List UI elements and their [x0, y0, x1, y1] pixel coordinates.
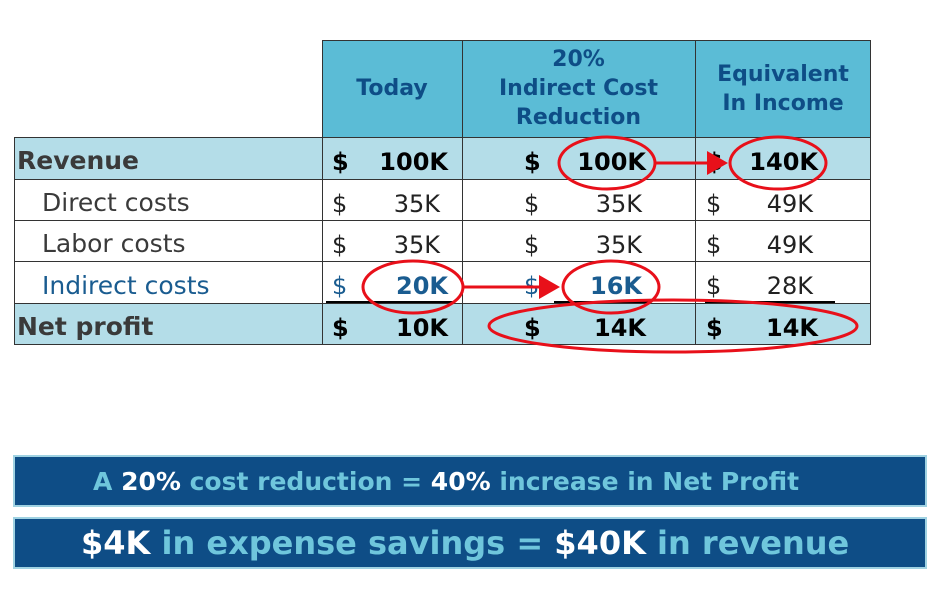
header-reduction-line2: Indirect Cost — [499, 76, 658, 101]
currency-symbol: $ — [524, 190, 540, 218]
header-today: Today — [322, 40, 462, 137]
net-reduction-value: 14K — [594, 314, 646, 342]
direct-equivalent-value: 49K — [766, 190, 813, 218]
currency-symbol: $ — [706, 314, 723, 342]
header-reduction: 20% Indirect Cost Reduction — [462, 40, 695, 137]
oval-net-profit — [487, 298, 859, 354]
revenue-today-value: 100K — [379, 148, 448, 176]
currency-symbol: $ — [706, 231, 722, 259]
currency-symbol: $ — [706, 272, 722, 300]
direct-reduction-value: 35K — [595, 190, 642, 218]
banner2-text: $4K in expense savings = $40K in revenue — [81, 524, 849, 562]
indirect-today-value: 20K — [396, 272, 448, 300]
currency-symbol: $ — [524, 148, 541, 176]
indirect-reduction-value: 16K — [590, 272, 642, 300]
net-equivalent-value: 14K — [766, 314, 818, 342]
banner2-highlight: $40K — [554, 524, 646, 562]
expense-savings-banner: $4K in expense savings = $40K in revenue — [13, 517, 927, 569]
total-underline-equivalent — [705, 301, 835, 303]
banner1-part: cost reduction = — [180, 466, 431, 496]
header-equivalent: Equivalent In Income — [695, 40, 871, 137]
currency-symbol: $ — [524, 231, 540, 259]
banner1-part: A — [93, 466, 122, 496]
row-label-direct-costs: Direct costs — [42, 188, 190, 217]
banner1-part: increase in Net Profit — [490, 466, 800, 496]
circle-indirect-today — [361, 259, 465, 315]
revenue-reduction-value: 100K — [577, 148, 646, 176]
circle-revenue-equivalent — [728, 135, 828, 191]
banner1-highlight: 40% — [430, 466, 491, 496]
cost-reduction-banner: A 20% cost reduction = 40% increase in N… — [13, 455, 927, 507]
net-today-value: 10K — [396, 314, 448, 342]
currency-symbol: $ — [332, 231, 348, 259]
row-label-indirect-costs: Indirect costs — [42, 271, 210, 300]
header-reduction-line1: 20% — [552, 47, 605, 72]
currency-symbol: $ — [332, 190, 348, 218]
labor-today-value: 35K — [393, 231, 440, 259]
circle-indirect-reduction — [561, 259, 661, 315]
circle-revenue-reduction — [557, 135, 657, 191]
labor-equivalent-value: 49K — [766, 231, 813, 259]
net-profit-row-band — [14, 303, 871, 344]
row-label-labor-costs: Labor costs — [42, 229, 186, 258]
direct-today-value: 35K — [393, 190, 440, 218]
banner2-part: in expense savings = — [150, 524, 555, 562]
currency-symbol: $ — [524, 314, 541, 342]
indirect-equivalent-value: 28K — [766, 272, 813, 300]
currency-symbol: $ — [332, 314, 349, 342]
header-equivalent-line2: In Income — [722, 90, 844, 116]
currency-symbol: $ — [706, 190, 722, 218]
total-underline-today — [326, 301, 454, 303]
header-reduction-line3: Reduction — [515, 105, 642, 130]
revenue-equivalent-value: 140K — [749, 148, 818, 176]
banner1-highlight: 20% — [121, 466, 181, 496]
currency-symbol: $ — [332, 272, 348, 300]
banner1-text: A 20% cost reduction = 40% increase in N… — [93, 467, 799, 496]
labor-reduction-value: 35K — [595, 231, 642, 259]
row-label-revenue: Revenue — [17, 146, 140, 175]
currency-symbol: $ — [332, 148, 349, 176]
header-today-label: Today — [356, 76, 428, 101]
row-label-net-profit: Net profit — [17, 312, 154, 341]
revenue-row-band — [14, 137, 871, 179]
banner2-highlight: $4K — [81, 524, 151, 562]
header-equivalent-line1: Equivalent — [717, 61, 849, 87]
banner2-part: in revenue — [645, 524, 850, 562]
